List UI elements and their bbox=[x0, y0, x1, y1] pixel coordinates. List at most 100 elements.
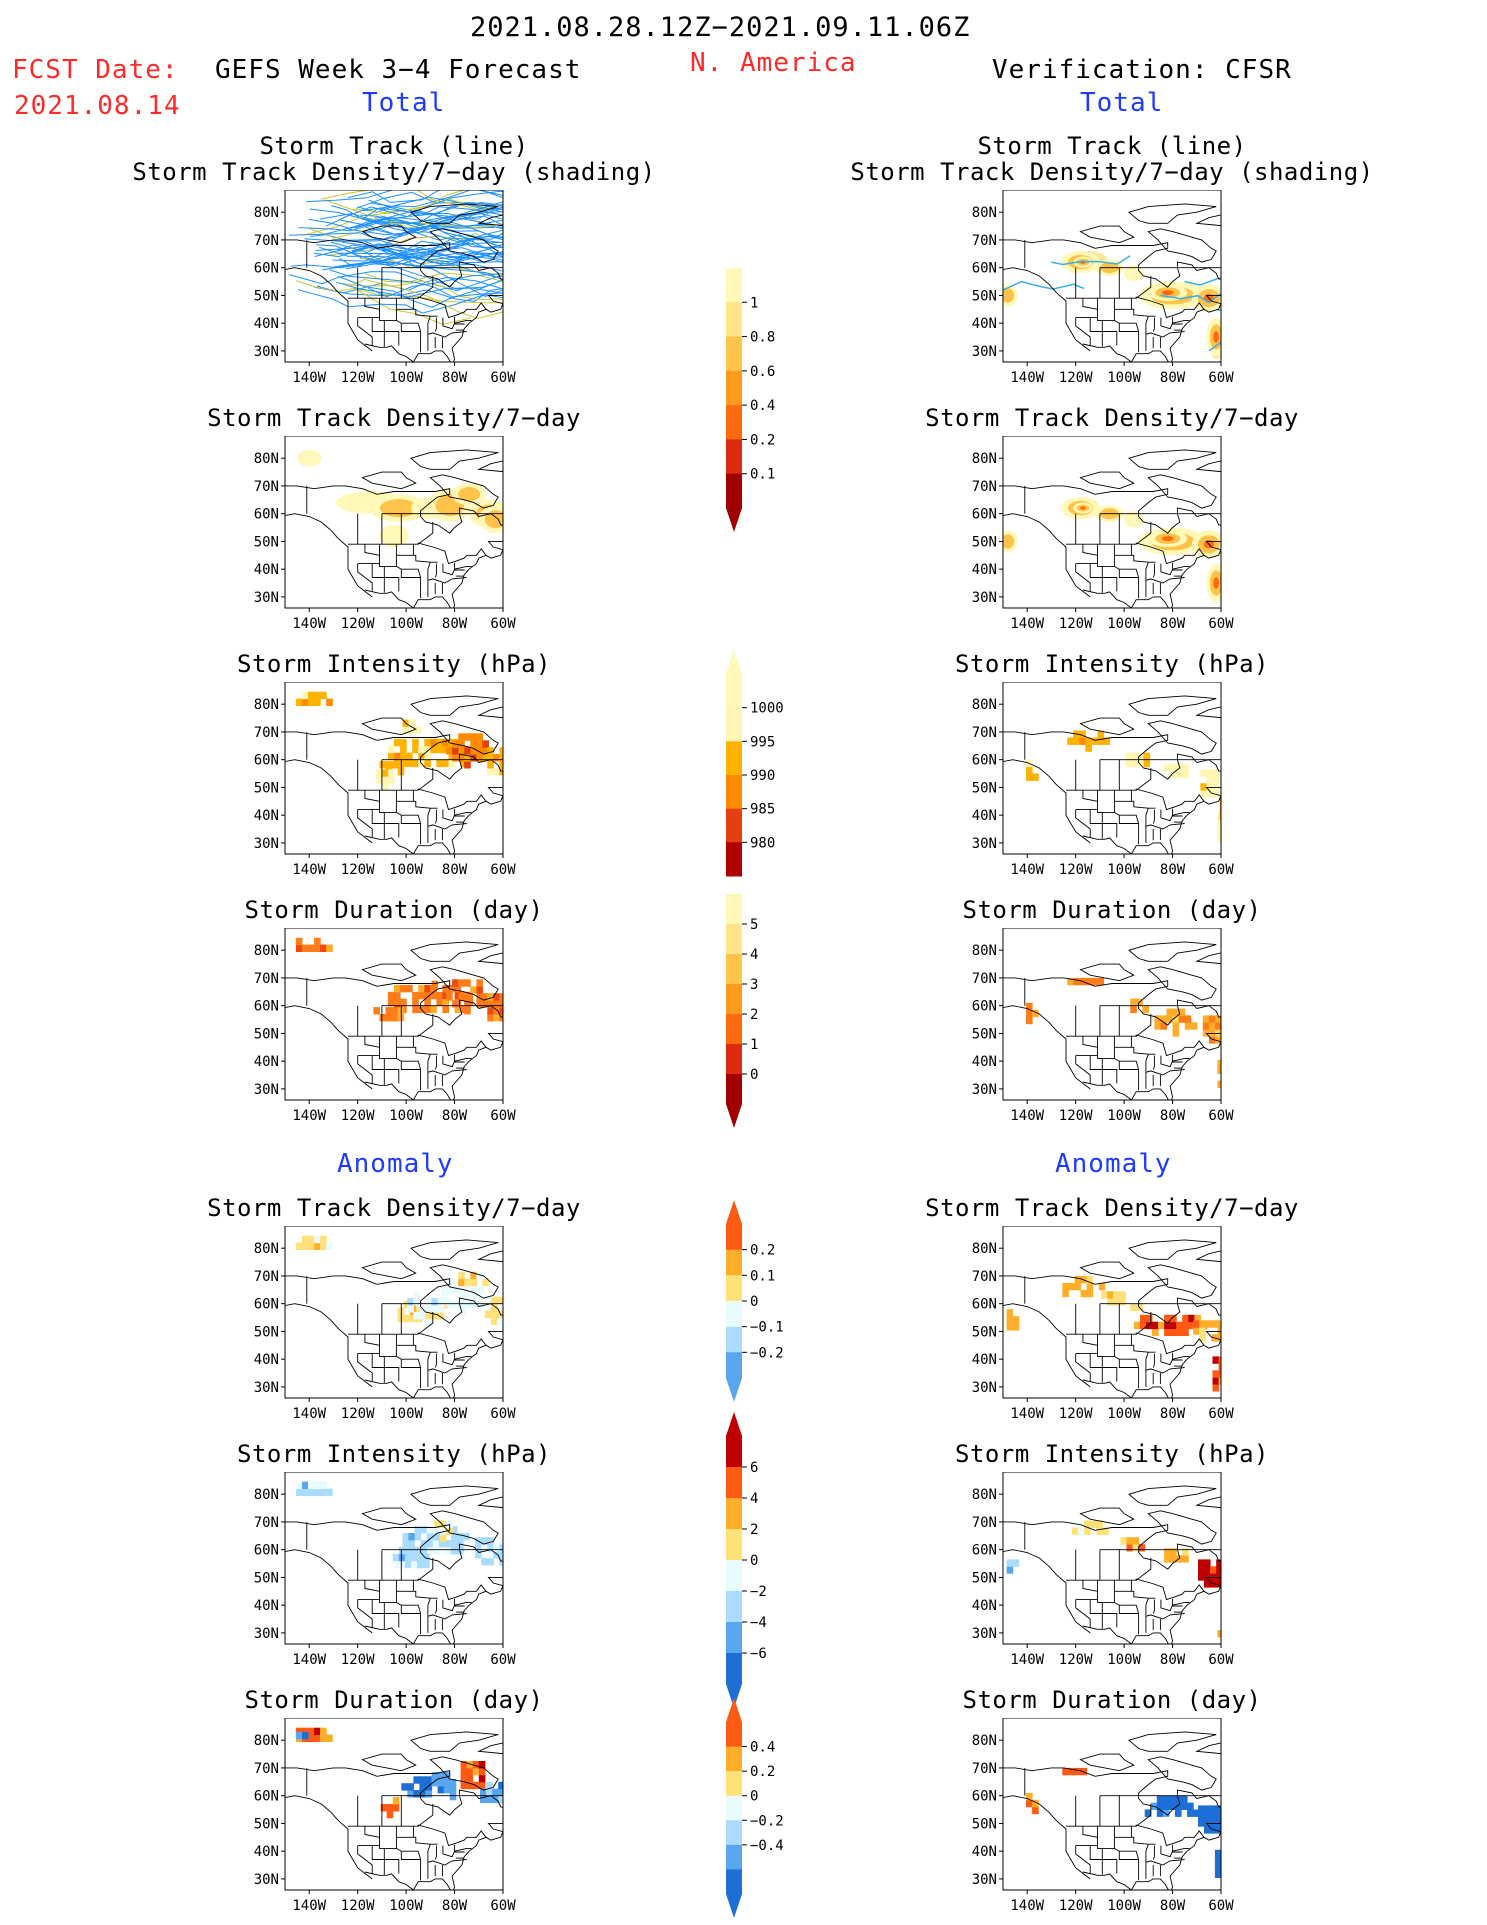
coastline bbox=[442, 317, 472, 330]
coastline bbox=[1172, 1844, 1183, 1853]
coastline bbox=[1082, 1580, 1098, 1592]
colorbar-label: 2 bbox=[750, 1522, 758, 1538]
colorbar-segment bbox=[726, 370, 742, 406]
shade-cell bbox=[1219, 812, 1221, 820]
shade-cell bbox=[486, 1795, 493, 1804]
shade-cell bbox=[444, 1546, 452, 1555]
coastline bbox=[1082, 544, 1098, 556]
shade-cell bbox=[459, 1287, 466, 1295]
shade-cell bbox=[1217, 827, 1221, 835]
coastline bbox=[1079, 963, 1135, 982]
colorbar-segment bbox=[726, 1074, 742, 1105]
coastline bbox=[371, 1055, 400, 1084]
coastline bbox=[1160, 1055, 1190, 1068]
shade-cell bbox=[487, 1537, 494, 1545]
shade-cell bbox=[432, 1533, 440, 1541]
shade-cell bbox=[1199, 1320, 1206, 1328]
lat-label: 70N bbox=[972, 479, 997, 495]
shade-cell bbox=[453, 1300, 460, 1309]
left-title-duration-anom: Storm Duration (day) bbox=[244, 1686, 544, 1714]
shade-cell bbox=[411, 1553, 418, 1562]
shade-cell bbox=[1214, 1863, 1221, 1871]
shade-cell bbox=[302, 944, 309, 952]
coastline bbox=[1082, 298, 1098, 310]
shade-cell bbox=[442, 998, 449, 1007]
shade-cell bbox=[1026, 1009, 1033, 1018]
coastline bbox=[1066, 296, 1205, 319]
map-dur_anom-forecast: 80N 70N 60N 50N 40N 30N 140W 120W 100W 80W 60W bbox=[254, 1718, 516, 1914]
shade-cell bbox=[1208, 1022, 1216, 1030]
colorbar-segment bbox=[726, 1722, 742, 1748]
colorbar-bottom-arrow bbox=[726, 1684, 742, 1708]
coastline bbox=[442, 563, 472, 576]
shade-cell bbox=[478, 1761, 486, 1769]
shade-cell bbox=[466, 1781, 474, 1790]
shade-cell bbox=[426, 1533, 434, 1541]
lat-label: 60N bbox=[254, 1543, 279, 1559]
colorbar-label: 0.4 bbox=[750, 1740, 775, 1756]
shade-cell bbox=[471, 1287, 479, 1295]
shade-cell bbox=[1214, 1015, 1221, 1023]
map-int_anom-verification: 80N 70N 60N 50N 40N 30N 140W 120W 100W 80W 60W bbox=[972, 1472, 1234, 1668]
coastline bbox=[1147, 1756, 1217, 1791]
shade-cell bbox=[470, 733, 477, 741]
lat-label: 30N bbox=[254, 590, 279, 606]
coastline bbox=[410, 203, 499, 224]
shade-cell bbox=[476, 733, 483, 741]
colorbar-label: 0.1 bbox=[750, 467, 775, 483]
lon-label: 120W bbox=[341, 1406, 375, 1422]
coastline bbox=[427, 808, 431, 827]
coastline bbox=[1097, 1334, 1115, 1357]
shade-cell bbox=[411, 1546, 418, 1555]
coastline bbox=[348, 1824, 487, 1847]
shade-cell bbox=[499, 1014, 503, 1022]
shade-cell bbox=[1107, 1298, 1114, 1306]
shade-cell bbox=[1125, 759, 1132, 768]
map-dens_anom-verification: 80N 70N 60N 50N 40N 30N 140W 120W 100W 80W 60W bbox=[972, 1226, 1234, 1422]
left-title-duration: Storm Duration (day) bbox=[244, 896, 544, 924]
lon-label: 80W bbox=[1160, 370, 1186, 386]
shade-cell bbox=[1152, 1328, 1159, 1336]
shade-cell bbox=[499, 747, 503, 755]
shade-cell bbox=[431, 980, 439, 989]
shade-cell bbox=[447, 1280, 454, 1288]
shade-cell bbox=[1176, 1328, 1183, 1336]
lon-label: 60W bbox=[1208, 1406, 1234, 1422]
fcst-date-label: FCST Date: bbox=[12, 55, 179, 85]
shade-cell bbox=[437, 1779, 445, 1787]
shade-cell bbox=[420, 1526, 428, 1534]
coastline bbox=[1128, 1239, 1217, 1260]
colorbar-segment bbox=[726, 1746, 742, 1772]
coastline bbox=[371, 1353, 400, 1382]
shade-cell bbox=[449, 1786, 457, 1794]
coastline bbox=[454, 1054, 465, 1063]
lat-label: 50N bbox=[972, 534, 997, 550]
coastline bbox=[1079, 1507, 1135, 1526]
coastline bbox=[1097, 1826, 1115, 1849]
coastline bbox=[454, 1598, 465, 1607]
coastline bbox=[427, 1367, 467, 1374]
colorbar-top-arrow bbox=[726, 650, 742, 674]
lat-label: 30N bbox=[254, 1380, 279, 1396]
colorbar-segment bbox=[726, 405, 742, 440]
lon-label: 60W bbox=[490, 370, 516, 386]
lon-label: 140W bbox=[292, 1406, 326, 1422]
shade-cell bbox=[448, 752, 456, 761]
right-title-track-line: Storm Track (line) bbox=[977, 132, 1247, 160]
map-density-verification: 80N 70N 60N 50N 40N 30N 140W 120W 100W 80W 60W bbox=[972, 436, 1234, 632]
shade-cell bbox=[314, 944, 321, 952]
left-title-density: Storm Track Density/7−day bbox=[207, 404, 581, 432]
shade-cell bbox=[460, 745, 468, 754]
lon-label: 120W bbox=[341, 616, 375, 632]
shade-cell bbox=[452, 754, 459, 762]
shade-cell bbox=[1212, 1356, 1220, 1364]
shade-cell bbox=[487, 747, 494, 755]
shade-cell bbox=[454, 984, 462, 993]
colorbar-label: −2 bbox=[750, 1584, 767, 1600]
shade-cell bbox=[452, 1000, 459, 1008]
coastline bbox=[371, 1599, 400, 1628]
shade-cell bbox=[487, 761, 494, 769]
shade-cell bbox=[482, 740, 489, 748]
coastline bbox=[1079, 1261, 1135, 1280]
lat-label: 50N bbox=[972, 780, 997, 796]
